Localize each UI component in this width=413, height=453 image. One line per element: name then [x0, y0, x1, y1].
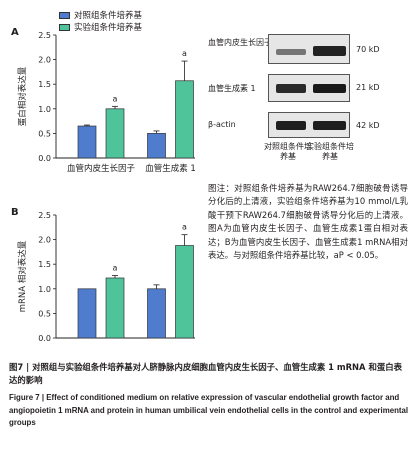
y-tick-label: 1.5 — [38, 260, 51, 269]
significance-mark: a — [113, 94, 118, 103]
bar — [105, 108, 125, 159]
y-tick-label: 0.5 — [38, 129, 51, 138]
band-actin-control — [276, 121, 306, 130]
band-ang1-control — [276, 84, 306, 93]
caption-english: Figure 7 | Effect of conditioned medium … — [9, 393, 409, 428]
kd-actin: 42 kD — [356, 121, 380, 130]
y-axis-label: 蛋白相对表达量 — [17, 66, 28, 126]
bar — [105, 277, 125, 339]
y-tick-label: 0.0 — [38, 154, 51, 163]
lane-label-control: 对照组条件培养基 — [264, 142, 312, 161]
y-tick-label: 2.5 — [38, 31, 51, 40]
y-tick-label: 2.0 — [38, 56, 51, 65]
chart-b: 0.0 0.5 1.0 1.5 2.0 2.5 mRNA 相对表达量 a a — [17, 211, 195, 343]
bar — [77, 288, 97, 339]
figure-note: 图注：对照组条件培养基为RAW264.7细胞破骨诱导分化后的上清液，实验组条件培… — [208, 183, 408, 261]
lane-label-experimental: 实验组条件培养基 — [306, 142, 354, 161]
significance-mark: a — [182, 49, 187, 58]
legend-item-experimental: 实验组条件培养基 — [59, 21, 142, 33]
chart-a: 0.0 0.5 1.0 1.5 2.0 2.5 蛋白相对表达量 a 血管内皮生长因子 a 血管生成素… — [17, 31, 196, 174]
legend-swatch-control — [59, 11, 70, 19]
bar — [77, 125, 97, 159]
y-tick-label: 0.0 — [38, 334, 51, 343]
legend-swatch-experimental — [59, 23, 70, 31]
blot-ang1 — [268, 74, 350, 102]
blot-row-label-vegf-text: 血管内皮生长因子 — [208, 38, 272, 47]
x-tick-label: 血管内皮生长因子 — [67, 163, 136, 174]
y-tick-label: 1.5 — [38, 80, 51, 89]
band-vegf-experimental — [313, 46, 346, 56]
legend-item-control: 对照组条件培养基 — [59, 9, 142, 21]
y-tick-label: 2.0 — [38, 236, 51, 245]
bar — [147, 288, 166, 339]
caption-chinese: 图7 | 对照组与实验组条件培养基对人脐静脉内皮细胞血管内皮生长因子、血管生成素… — [9, 362, 402, 385]
bar — [147, 133, 166, 159]
blot-row-label-ang1: 血管生成素 1 — [208, 84, 256, 93]
y-tick-label: 1.0 — [38, 105, 51, 114]
x-tick-label: 血管生成素 1 — [145, 163, 196, 174]
blot-vegf — [268, 34, 350, 64]
y-axis-label: mRNA 相对表达量 — [17, 240, 28, 312]
y-tick-label: 1.0 — [38, 285, 51, 294]
panel-letter-a: A — [11, 27, 19, 38]
kd-ang1: 21 kD — [356, 83, 380, 92]
blot-row-label-actin: β-actin — [208, 120, 236, 129]
blot-actin — [268, 112, 350, 138]
y-tick-label: 0.5 — [38, 309, 51, 318]
bar — [175, 245, 194, 339]
legend-label-control: 对照组条件培养基 — [74, 11, 143, 21]
bar — [175, 80, 194, 159]
panel-letter-b: B — [11, 207, 19, 218]
y-tick-label: 2.5 — [38, 211, 51, 220]
significance-mark: a — [182, 223, 187, 232]
band-vegf-control — [276, 49, 306, 55]
blot-row-label-vegf: 血管内皮生长因子 — [208, 37, 272, 48]
kd-vegf: 70 kD — [356, 45, 380, 54]
legend-label-experimental: 实验组条件培养基 — [74, 23, 143, 33]
significance-mark: a — [113, 264, 118, 273]
band-ang1-experimental — [313, 84, 346, 93]
band-actin-experimental — [313, 121, 346, 130]
